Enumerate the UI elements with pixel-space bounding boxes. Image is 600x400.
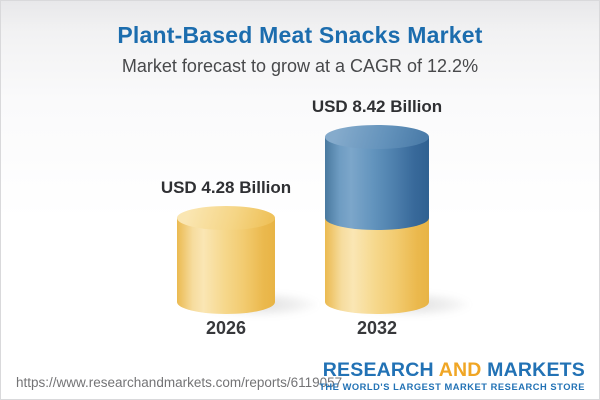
cylinder-2032-base-segment <box>325 218 429 314</box>
cylinder-2032-growth-segment <box>325 137 429 230</box>
axis-label-2032: 2032 <box>356 318 398 338</box>
value-label-2026: USD 4.28 Billion <box>160 178 292 197</box>
logo-word-research: RESEARCH <box>322 358 434 381</box>
cylinder-2026-base-segment <box>177 218 275 314</box>
logo-tagline: THE WORLD'S LARGEST MARKET RESEARCH STOR… <box>319 382 585 392</box>
chart-title: Plant-Based Meat Snacks Market <box>117 22 483 48</box>
value-label-2032: USD 8.42 Billion <box>311 97 443 116</box>
axis-label-2026: 2026 <box>205 318 247 338</box>
logo-word-and: AND <box>438 358 482 381</box>
logo-word-markets: MARKETS <box>487 358 585 381</box>
report-url-link[interactable]: https://www.researchandmarkets.com/repor… <box>16 375 343 390</box>
research-and-markets-logo[interactable]: RESEARCH AND MARKETS THE WORLD'S LARGEST… <box>319 358 585 392</box>
logo-wordmark: RESEARCH AND MARKETS <box>319 358 585 381</box>
chart-subtitle: Market forecast to grow at a CAGR of 12.… <box>121 56 479 76</box>
cylinder-2026-top-face <box>177 206 275 230</box>
cylinder-2032-top-face <box>325 125 429 149</box>
